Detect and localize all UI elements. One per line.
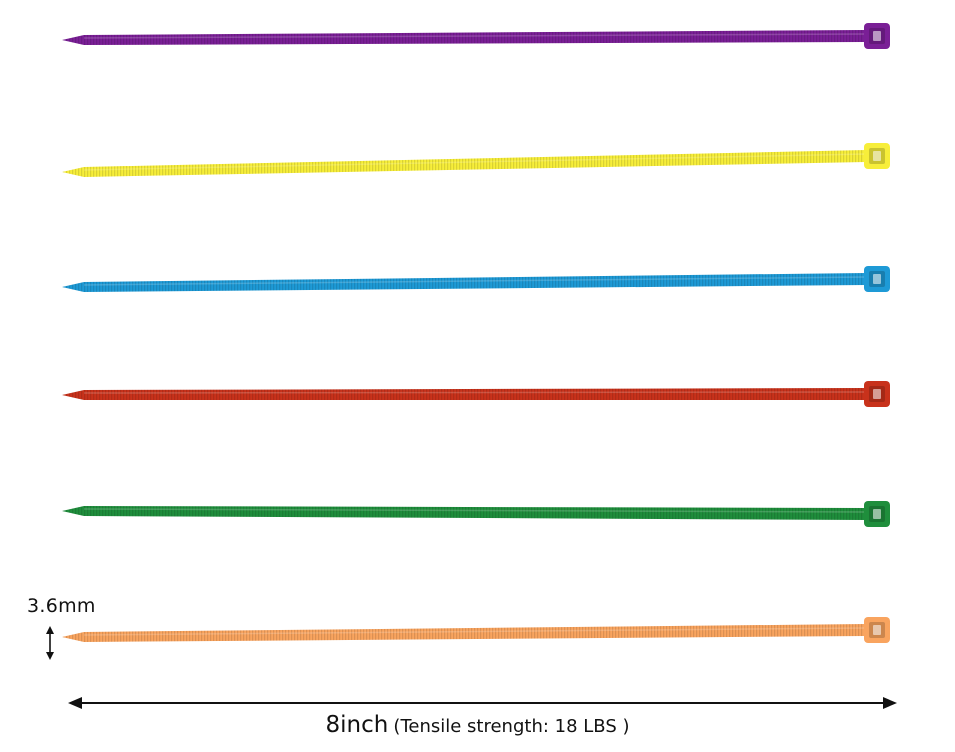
tensile-strength-note: (Tensile strength: 18 LBS ) (393, 716, 630, 737)
tie-head-slot (873, 509, 881, 519)
tie-highlight (83, 276, 867, 286)
cable-tie-green (62, 501, 890, 527)
tie-highlight (83, 33, 867, 39)
tie-highlight (83, 391, 867, 394)
tie-head-slot (873, 625, 881, 635)
tie-ribs (62, 150, 866, 177)
length-caption: 8inch (Tensile strength: 18 LBS ) (0, 712, 955, 738)
tie-ribs (62, 624, 866, 642)
tie-head-slot (873, 151, 881, 161)
length-value: 8inch (325, 712, 389, 738)
tie-ribs (62, 273, 866, 292)
cable-tie-blue (62, 266, 890, 292)
cable-tie-purple (62, 23, 890, 49)
tie-highlight (83, 508, 867, 513)
width-arrow-icon (46, 626, 54, 660)
cable-tie-red (62, 381, 890, 407)
length-arrow-icon (68, 697, 897, 709)
cable-ties-group (62, 23, 890, 643)
cable-tie-yellow (62, 143, 890, 177)
width-label: 3.6mm (27, 595, 96, 617)
tie-ribs (62, 506, 866, 520)
cable-tie-orange (62, 617, 890, 643)
tie-ribs (62, 30, 866, 45)
tie-head-slot (873, 274, 881, 284)
tie-highlight (83, 627, 867, 636)
tie-head-slot (873, 389, 881, 399)
tie-highlight (83, 153, 867, 171)
tie-ribs (62, 388, 866, 400)
tie-head-slot (873, 31, 881, 41)
